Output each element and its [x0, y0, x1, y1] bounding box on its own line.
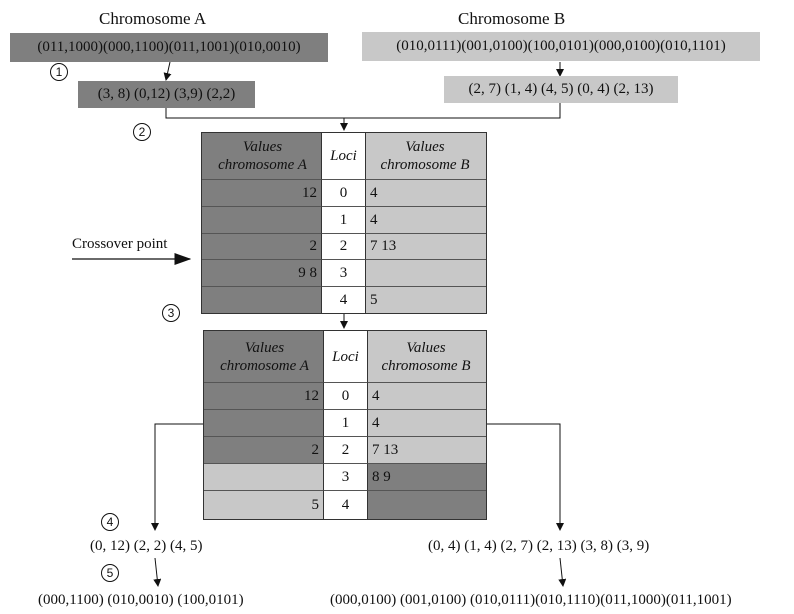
step-4-marker: 4 — [101, 513, 119, 531]
offspring-right-binary: (000,0100) (001,0100) (010,0111)(010,111… — [330, 592, 732, 608]
header-loci: Loci — [322, 133, 366, 180]
table-row-b-value: 7 13 — [366, 234, 486, 260]
table-row-a-value: 2 — [202, 234, 322, 260]
table-row-b-value: 4 — [366, 180, 486, 207]
chromosome-b-binary: (010,0111)(001,0100)(100,0101)(000,0100)… — [362, 32, 760, 61]
table-row-a-value: 12 — [202, 180, 322, 207]
chromosome-a-title: Chromosome A — [99, 9, 207, 28]
offspring-right-decoded: (0, 4) (1, 4) (2, 7) (2, 13) (3, 8) (3, … — [428, 538, 650, 554]
chromosome-a-decoded: (3, 8) (0,12) (3,9) (2,2) — [78, 81, 255, 108]
table-row-a-value — [202, 287, 322, 313]
table-row-locus: 2 — [322, 234, 366, 260]
header-loci: Loci — [324, 331, 368, 383]
table-row-locus: 3 — [322, 260, 366, 287]
header-values-a: Values chromosome A — [204, 331, 324, 383]
table-row-a-value — [202, 207, 322, 234]
table-row-a-value: 5 — [204, 491, 324, 519]
crossover-point-label: Crossover point — [72, 236, 168, 252]
table-row-locus: 3 — [324, 464, 368, 491]
table-row-locus: 2 — [324, 437, 368, 464]
table-row-locus: 1 — [324, 410, 368, 437]
chromosome-a-binary: (011,1000)(000,1100)(011,1001)(010,0010) — [10, 33, 328, 62]
table-row-locus: 0 — [324, 383, 368, 410]
header-values-b: Values chromosome B — [366, 133, 486, 180]
table-after-crossover: Values chromosome A Loci Values chromoso… — [203, 330, 487, 520]
table-row-b-value — [366, 260, 486, 287]
table-row-locus: 0 — [322, 180, 366, 207]
table-row-a-value: 2 — [204, 437, 324, 464]
step-2-marker: 2 — [133, 123, 151, 141]
offspring-left-binary: (000,1100) (010,0010) (100,0101) — [38, 592, 244, 608]
table-row-a-value — [204, 464, 324, 491]
chromosome-b-decoded: (2, 7) (1, 4) (4, 5) (0, 4) (2, 13) — [444, 76, 678, 103]
chromosome-b-title: Chromosome B — [458, 9, 566, 28]
table-row-b-value: 4 — [366, 207, 486, 234]
step-1-marker: 1 — [50, 63, 68, 81]
table-row-b-value: 4 — [368, 383, 486, 410]
table-row-b-value: 8 9 — [368, 464, 486, 491]
step-5-marker: 5 — [101, 564, 119, 582]
table-row-a-value: 12 — [204, 383, 324, 410]
offspring-left-decoded: (0, 12) (2, 2) (4, 5) — [90, 538, 203, 554]
table-before-crossover: Values chromosome A Loci Values chromoso… — [201, 132, 487, 314]
header-values-b: Values chromosome B — [368, 331, 486, 383]
table-row-b-value — [368, 491, 486, 519]
table-row-a-value — [204, 410, 324, 437]
table-row-b-value: 5 — [366, 287, 486, 313]
table-row-locus: 1 — [322, 207, 366, 234]
table-row-locus: 4 — [322, 287, 366, 313]
table-row-locus: 4 — [324, 491, 368, 519]
step-3-marker: 3 — [162, 304, 180, 322]
table-row-b-value: 4 — [368, 410, 486, 437]
table-row-a-value: 9 8 — [202, 260, 322, 287]
header-values-a: Values chromosome A — [202, 133, 322, 180]
table-row-b-value: 7 13 — [368, 437, 486, 464]
